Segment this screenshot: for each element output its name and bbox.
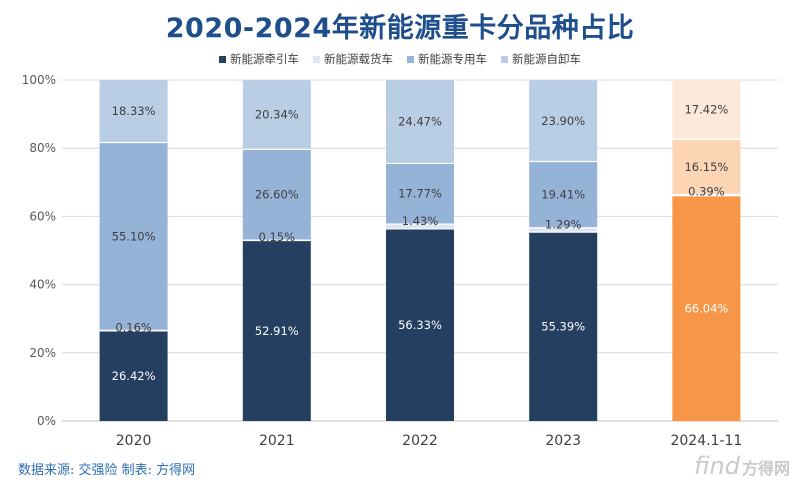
y-tick-label: 80% [29,141,56,155]
data-label: 66.04% [684,301,728,315]
data-label: 23.90% [541,114,585,128]
bar-segment [529,227,598,233]
bar-segment [242,240,311,421]
bar-segment [99,330,168,421]
legend-label-cargo: 新能源载货车 [324,52,393,66]
watermark: find 方得网 [694,452,790,480]
legend-item-special: 新能源专用车 [407,51,487,67]
data-label: 0.16% [115,320,152,334]
bar-segment [386,228,454,421]
data-label: 1.29% [545,218,582,232]
data-label: 24.47% [398,115,442,129]
legend-label-tractor: 新能源牵引车 [230,52,299,66]
data-label: 55.39% [541,320,585,334]
data-source-note: 数据来源: 交强险 制表: 方得网 [18,463,196,478]
bar-segment [529,80,598,162]
bar-segment [672,80,741,140]
bar-segment [99,79,168,143]
legend-label-special: 新能源专用车 [418,52,487,66]
watermark-text: 方得网 [741,459,790,478]
chart-legend: 新能源牵引车 新能源载货车 新能源专用车 新能源自卸车 [0,51,800,67]
data-label: 0.39% [688,184,725,198]
x-tick-label: 2024.1-11 [670,433,742,449]
data-label: 20.34% [255,108,299,122]
data-label: 16.15% [684,160,728,174]
x-tick-label: 2022 [402,433,438,449]
x-tick-label: 2020 [116,433,152,449]
data-label: 1.43% [402,214,439,228]
bar-segment [242,80,311,150]
y-tick-label: 40% [29,278,56,292]
x-tick-label: 2021 [259,433,295,449]
data-label: 56.33% [398,318,442,332]
data-label: 18.33% [112,104,156,118]
bar-segment [386,163,454,225]
data-label: 26.60% [255,188,299,202]
legend-swatch-tractor [219,55,226,63]
data-label: 17.77% [398,187,442,201]
y-tick-label: 100% [22,73,56,87]
bar-segment [386,224,454,229]
bar-segment [672,195,741,421]
y-tick-label: 20% [29,346,56,360]
bar-segment [386,80,454,164]
data-label: 26.42% [112,369,156,383]
legend-item-cargo: 新能源载货车 [313,51,393,67]
data-label: 19.41% [541,188,585,202]
legend-swatch-dump [501,55,508,63]
bar-segment [529,232,598,421]
legend-item-dump: 新能源自卸车 [501,51,581,67]
legend-item-tractor: 新能源牵引车 [219,51,299,67]
bar-segment [529,161,598,228]
data-label: 52.91% [255,324,299,338]
legend-label-dump: 新能源自卸车 [512,52,581,66]
data-label: 55.10% [112,229,156,243]
x-tick-label: 2023 [545,433,581,449]
bar-segment [672,139,741,195]
legend-swatch-cargo [313,55,320,63]
data-label: 0.15% [259,230,296,244]
bar-segment [242,149,311,241]
y-tick-label: 0% [37,414,56,428]
bar-segment [672,194,741,196]
data-label: 17.42% [684,103,728,117]
bar-segment [99,142,168,331]
watermark-logo: find [694,452,740,480]
legend-swatch-special [407,55,414,63]
y-tick-label: 60% [29,209,56,223]
chart-title: 2020-2024年新能源重卡分品种占比 [165,13,635,44]
